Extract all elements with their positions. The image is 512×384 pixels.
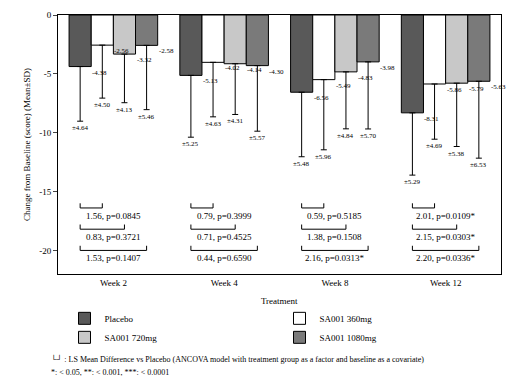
svg-text:1.38, p=0.1508: 1.38, p=0.1508 <box>307 232 362 242</box>
svg-text:0.83, p=0.3721: 0.83, p=0.3721 <box>86 232 141 242</box>
svg-text:Change from Baseline (score) (: Change from Baseline (score) (Mean±SD) <box>22 68 32 221</box>
svg-text:*: < 0.05, **: < 0.001, ***: <: *: < 0.05, **: < 0.001, ***: < 0.0001 <box>51 368 169 377</box>
svg-text:-3.98: -3.98 <box>380 64 395 72</box>
svg-text:Placebo: Placebo <box>105 314 134 324</box>
svg-text:Week 8: Week 8 <box>321 278 349 288</box>
svg-text:-3.32: -3.32 <box>137 56 152 64</box>
svg-text:└┘ : LS Mean Difference vs Pla: └┘ : LS Mean Difference vs Placebo (ANCO… <box>51 354 424 364</box>
svg-text:-5.79: -5.79 <box>469 85 484 93</box>
svg-text:±4.50: ±4.50 <box>94 101 111 109</box>
svg-text:±4.69: ±4.69 <box>426 142 443 150</box>
svg-text:-2.56: -2.56 <box>114 47 129 55</box>
svg-text:-4.02: -4.02 <box>225 64 240 72</box>
svg-text:-6.56: -6.56 <box>314 94 329 102</box>
svg-text:2.16, p=0.0313*: 2.16, p=0.0313* <box>305 253 365 263</box>
svg-text:-15: -15 <box>39 187 51 197</box>
svg-text:±5.96: ±5.96 <box>315 153 332 161</box>
svg-text:0.71, p=0.4525: 0.71, p=0.4525 <box>197 232 252 242</box>
svg-text:±5.38: ±5.38 <box>448 150 465 158</box>
svg-text:-5: -5 <box>44 69 52 79</box>
svg-text:Treatment: Treatment <box>261 296 298 306</box>
svg-text:-10: -10 <box>39 128 51 138</box>
svg-text:-4.83: -4.83 <box>358 74 373 82</box>
svg-text:Week 4: Week 4 <box>211 278 239 288</box>
svg-text:SA001 1080mg: SA001 1080mg <box>320 333 377 343</box>
svg-text:-5.86: -5.86 <box>447 86 462 94</box>
svg-text:-2.58: -2.58 <box>159 47 174 55</box>
svg-text:SA001 360mg: SA001 360mg <box>320 314 373 324</box>
svg-text:±4.84: ±4.84 <box>337 132 354 140</box>
svg-text:-4.38: -4.38 <box>92 69 107 77</box>
svg-text:±5.29: ±5.29 <box>404 178 421 186</box>
svg-text:±5.57: ±5.57 <box>249 134 266 142</box>
svg-text:0.59, p=0.5185: 0.59, p=0.5185 <box>307 211 362 221</box>
svg-text:±4.64: ±4.64 <box>72 124 89 132</box>
svg-text:2.01, p=0.0109*: 2.01, p=0.0109* <box>416 211 476 221</box>
svg-text:-4.14: -4.14 <box>247 66 262 74</box>
svg-text:-8.31: -8.31 <box>424 115 439 123</box>
svg-text:±5.46: ±5.46 <box>138 113 155 121</box>
svg-text:±5.25: ±5.25 <box>182 140 199 148</box>
svg-text:±4.31: ±4.31 <box>227 117 244 125</box>
svg-text:2.20, p=0.0336*: 2.20, p=0.0336* <box>416 253 476 263</box>
svg-text:0.79, p=0.3999: 0.79, p=0.3999 <box>197 211 252 221</box>
svg-text:±6.53: ±6.53 <box>470 161 487 169</box>
svg-text:-5.13: -5.13 <box>203 77 218 85</box>
svg-text:-4.30: -4.30 <box>269 68 284 76</box>
svg-text:0.44, p=0.6590: 0.44, p=0.6590 <box>197 253 252 263</box>
svg-text:2.15, p=0.0303*: 2.15, p=0.0303* <box>416 232 476 242</box>
svg-text:±4.63: ±4.63 <box>205 120 222 128</box>
svg-text:SA001 720mg: SA001 720mg <box>105 333 158 343</box>
svg-text:-5.63: -5.63 <box>491 83 506 91</box>
svg-text:±5.70: ±5.70 <box>360 132 377 140</box>
svg-text:-20: -20 <box>39 246 51 256</box>
svg-text:±5.48: ±5.48 <box>293 160 310 168</box>
svg-text:1.53, p=0.1407: 1.53, p=0.1407 <box>86 253 141 263</box>
svg-text:±4.13: ±4.13 <box>116 106 133 114</box>
svg-text:Week 2: Week 2 <box>100 278 127 288</box>
svg-text:0: 0 <box>47 10 52 20</box>
svg-text:-5.49: -5.49 <box>336 82 351 90</box>
svg-text:Week 12: Week 12 <box>430 278 462 288</box>
svg-text:1.56, p=0.0845: 1.56, p=0.0845 <box>86 211 141 221</box>
